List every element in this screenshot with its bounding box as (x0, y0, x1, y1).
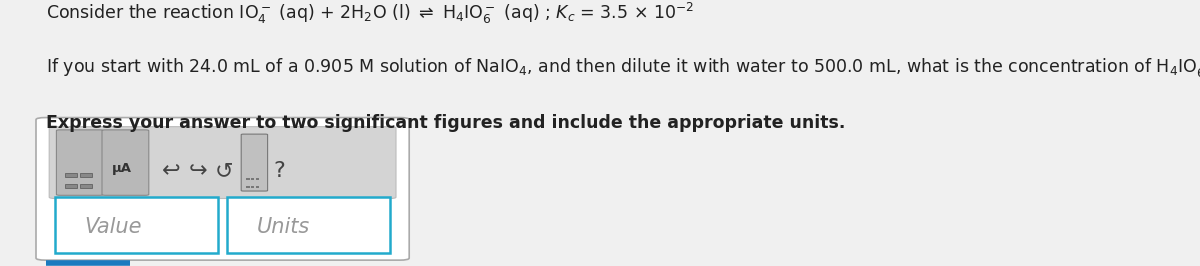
FancyBboxPatch shape (241, 134, 268, 191)
FancyBboxPatch shape (56, 130, 103, 195)
Bar (80, 184, 92, 188)
Bar (65, 184, 77, 188)
Text: ?: ? (274, 161, 286, 181)
Text: Units: Units (257, 217, 310, 237)
Text: Consider the reaction IO$_4^-$ (aq) + 2H$_2$O (l) $\rightleftharpoons$ H$_4$IO$_: Consider the reaction IO$_4^-$ (aq) + 2H… (46, 1, 694, 26)
Bar (251, 178, 254, 180)
FancyBboxPatch shape (49, 127, 396, 198)
Text: Express your answer to two significant figures and include the appropriate units: Express your answer to two significant f… (46, 114, 845, 132)
Bar (246, 186, 250, 188)
Bar (80, 173, 92, 177)
Bar (65, 173, 77, 177)
Bar (256, 186, 259, 188)
Text: μA: μA (112, 162, 132, 175)
Bar (246, 178, 250, 180)
Text: ↩: ↩ (162, 161, 181, 181)
Bar (55, 197, 217, 253)
Text: Value: Value (84, 217, 142, 237)
FancyBboxPatch shape (102, 130, 149, 195)
Text: ↺: ↺ (215, 161, 234, 181)
Text: If you start with 24.0 mL of a 0.905 M solution of NaIO$_4$, and then dilute it : If you start with 24.0 mL of a 0.905 M s… (46, 56, 1200, 79)
Bar (256, 178, 259, 180)
Bar (251, 186, 254, 188)
FancyBboxPatch shape (36, 118, 409, 260)
Text: ↪: ↪ (188, 161, 208, 181)
Bar (227, 197, 390, 253)
